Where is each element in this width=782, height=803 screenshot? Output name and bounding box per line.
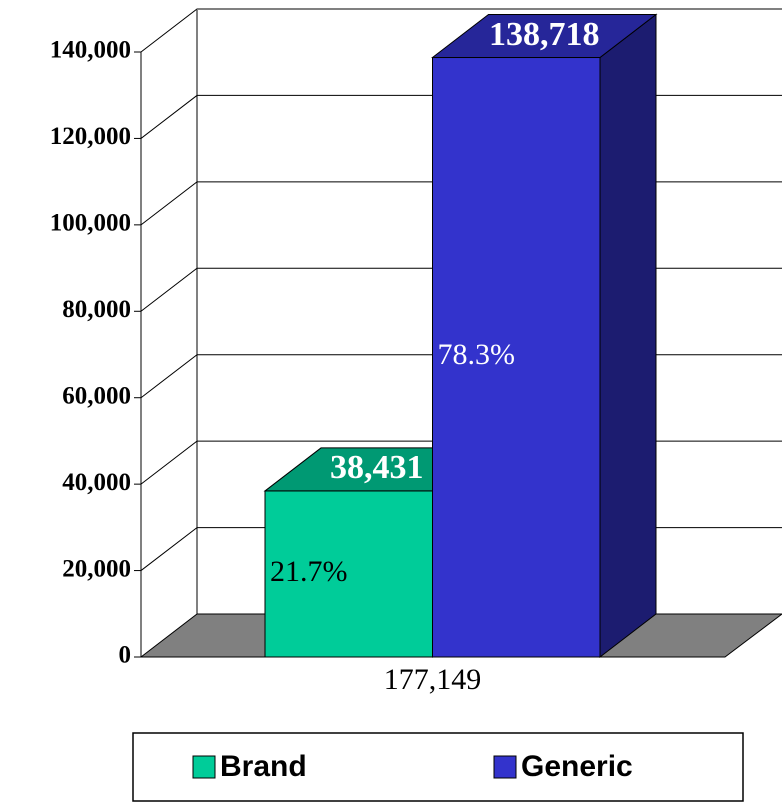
y-tick-label: 80,000 — [62, 296, 131, 323]
x-tick-label: 177,149 — [384, 663, 482, 696]
legend-box — [132, 732, 744, 802]
y-tick-label: 60,000 — [62, 382, 131, 409]
value-label: 138,718 — [489, 16, 600, 53]
legend-label: Generic — [521, 750, 633, 783]
bar-top — [431, 14, 658, 59]
y-tick-label: 20,000 — [62, 555, 131, 582]
y-tick-label: 100,000 — [50, 210, 131, 237]
percent-label: 21.7% — [270, 555, 348, 588]
bar — [432, 57, 601, 658]
grid-line — [140, 8, 782, 53]
y-tick-label: 120,000 — [50, 123, 131, 150]
legend-swatch — [192, 755, 216, 779]
bar-side — [599, 13, 657, 659]
percent-label: 78.3% — [438, 338, 516, 371]
y-tick-label: 140,000 — [50, 37, 131, 64]
y-tick-label: 40,000 — [62, 469, 131, 496]
legend-swatch — [493, 755, 517, 779]
legend-label: Brand — [220, 750, 307, 783]
y-tick-label: 0 — [119, 642, 132, 669]
bar — [264, 490, 433, 658]
value-label: 38,431 — [330, 449, 424, 486]
